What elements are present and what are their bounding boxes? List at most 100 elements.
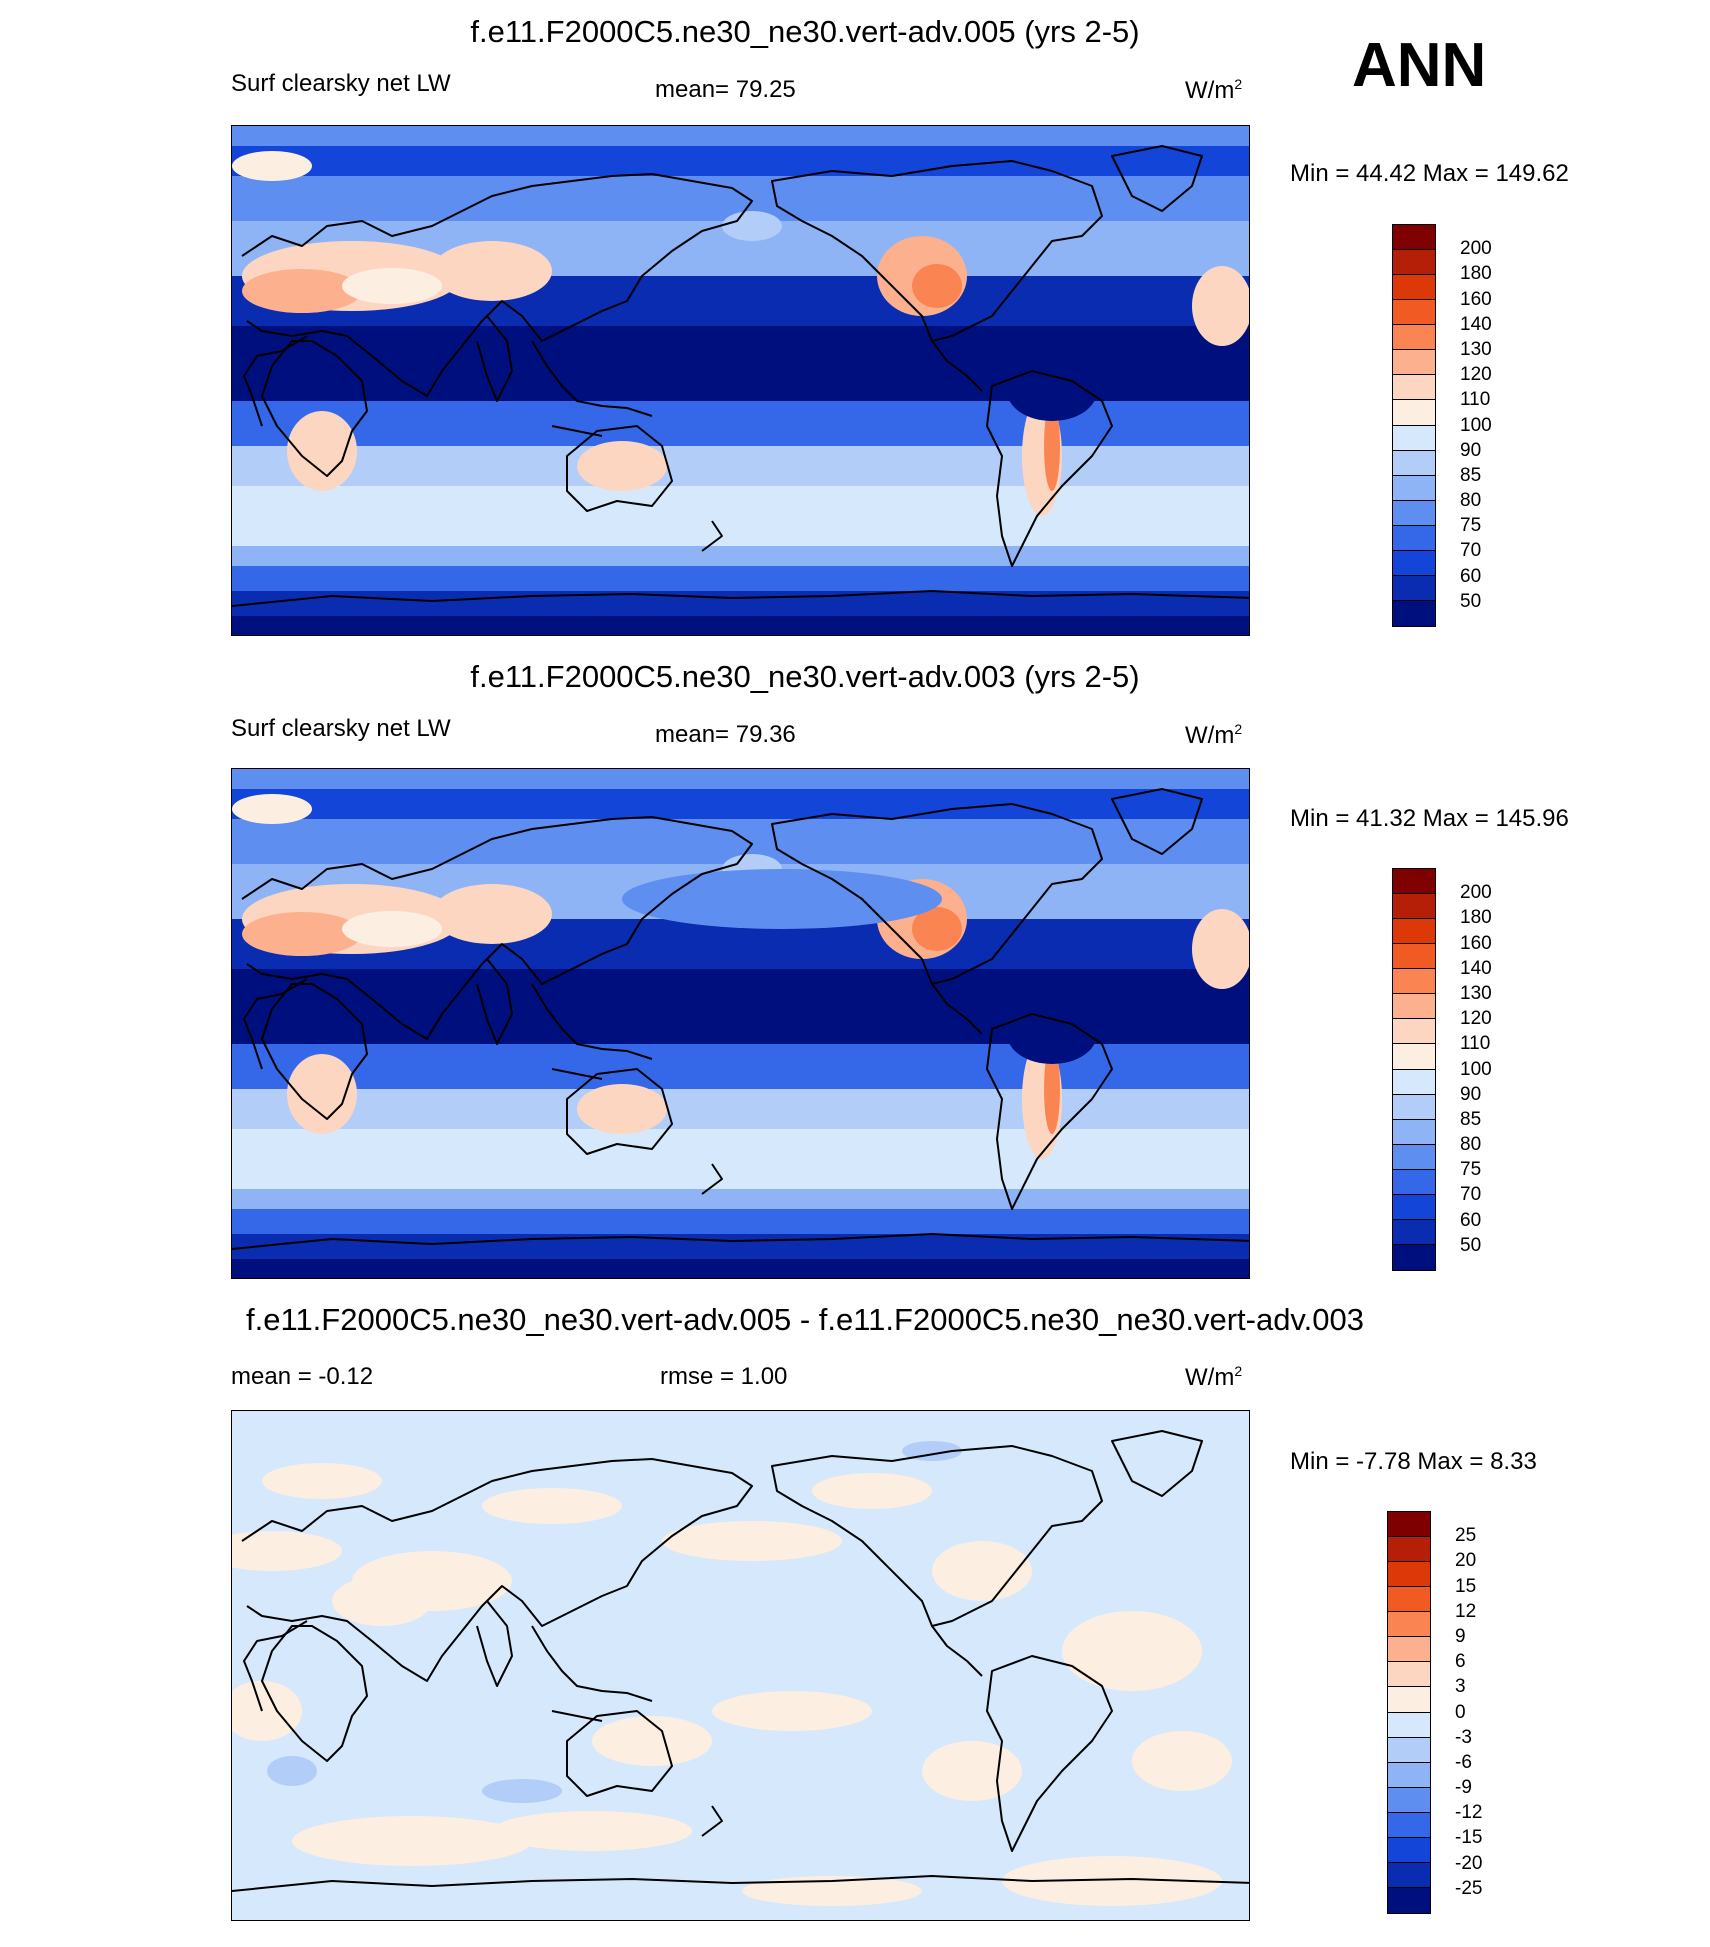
coastline: [241, 816, 753, 1040]
negative-anomaly-patch: [482, 1779, 562, 1803]
colorbar-swatch: [1393, 1244, 1435, 1270]
warm-region: [432, 241, 552, 301]
colorbar-tick-label: 200: [1460, 238, 1492, 260]
colorbar-tick-label: 130: [1460, 338, 1492, 360]
colorbar-tick-label: 0: [1455, 1701, 1466, 1723]
coastline: [771, 1445, 1103, 1627]
panel-1-title: f.e11.F2000C5.ne30_ne30.vert-adv.005 (yr…: [470, 14, 1140, 49]
positive-anomaly-patch: [292, 1816, 532, 1866]
coastlines: [232, 788, 1249, 1250]
contour-band: [232, 486, 1249, 556]
coastline: [986, 1655, 1113, 1852]
coastline: [1111, 1430, 1203, 1497]
panel-3-units: W/m2: [1185, 1363, 1243, 1391]
amazon-cold-region: [1007, 1004, 1097, 1064]
colorbar-swatch: [1388, 1812, 1430, 1838]
colorbar-tick-label: -25: [1455, 1877, 1483, 1899]
warm-region: [342, 268, 442, 304]
positive-anomaly-patch: [332, 1576, 432, 1626]
colorbar-tick-label: 100: [1460, 414, 1492, 436]
colorbar-swatch: [1388, 1662, 1430, 1688]
coastline: [232, 590, 1249, 607]
coastline: [261, 983, 368, 1120]
panel-1-minmax: Min = 44.42 Max = 149.62: [1290, 160, 1569, 187]
positive-anomaly-patch: [812, 1473, 932, 1509]
colorbar-swatch: [1393, 1169, 1435, 1195]
positive-anomaly-patch: [1132, 1731, 1232, 1791]
warm-region: [1192, 909, 1249, 989]
coastlines: [232, 1430, 1249, 1892]
colorbar-swatch: [1393, 1019, 1435, 1045]
coastline: [566, 425, 673, 512]
panel-3-map: [231, 1410, 1250, 1921]
positive-anomaly-patch: [232, 1681, 302, 1741]
warm-region: [287, 1054, 357, 1134]
negative-anomaly-patch: [267, 1756, 317, 1786]
colorbar-swatch: [1388, 1637, 1430, 1663]
warm-region: [342, 911, 442, 947]
coastline: [566, 1710, 673, 1797]
colorbar-swatch: [1388, 1562, 1430, 1588]
colorbar-swatch: [1393, 919, 1435, 945]
panel-3-title: f.e11.F2000C5.ne30_ne30.vert-adv.005 - f…: [246, 1302, 1364, 1337]
colorbar-tick-label: 200: [1460, 882, 1492, 904]
colorbar-swatch: [1393, 969, 1435, 995]
colorbar-swatch: [1388, 1512, 1430, 1538]
colorbar-swatch: [1393, 1194, 1435, 1220]
colorbar-tick-label: 70: [1460, 540, 1482, 562]
colorbar-swatch: [1388, 1737, 1430, 1763]
contour-field: [232, 769, 1249, 1278]
panel-1-colorbar: [1392, 224, 1436, 627]
colorbar-tick-label: 50: [1460, 1234, 1482, 1256]
colorbar-tick-label: 12: [1455, 1600, 1477, 1622]
colorbar-swatch: [1393, 1144, 1435, 1170]
colorbar-tick-label: 50: [1460, 590, 1482, 612]
coastline: [261, 1625, 368, 1762]
colorbar-tick-label: 85: [1460, 464, 1482, 486]
coastline: [566, 1068, 673, 1155]
coastline: [771, 803, 1103, 985]
panel-1-units: W/m2: [1185, 76, 1243, 104]
positive-anomaly-patch: [1002, 1856, 1222, 1906]
coastlines: [232, 145, 1249, 607]
warm-region: [232, 151, 312, 181]
coastline: [701, 1805, 723, 1837]
colorbar-tick-label: 6: [1455, 1651, 1466, 1673]
colorbar-tick-label: 100: [1460, 1058, 1492, 1080]
coastline: [243, 1620, 308, 1712]
colorbar-tick-label: 130: [1460, 982, 1492, 1004]
colorbar-swatch: [1393, 400, 1435, 426]
colorbar-tick-label: 3: [1455, 1676, 1466, 1698]
colorbar-tick-label: 90: [1460, 1083, 1482, 1105]
coastline: [701, 520, 723, 552]
contour-band: [232, 146, 1249, 176]
warm-region: [912, 264, 962, 308]
coastline: [531, 340, 653, 417]
warm-region: [1044, 1044, 1060, 1134]
colorbar-swatch: [1393, 944, 1435, 970]
colorbar-swatch: [1393, 350, 1435, 376]
warm-region: [432, 884, 552, 944]
coastline: [476, 958, 513, 1045]
colorbar-swatch: [1393, 600, 1435, 626]
colorbar-tick-label: -9: [1455, 1777, 1472, 1799]
warm-region: [1044, 401, 1060, 491]
positive-anomaly-patch: [922, 1741, 1022, 1801]
coastline: [243, 335, 308, 427]
colorbar-tick-label: 120: [1460, 364, 1492, 386]
colorbar-tick-label: 60: [1460, 565, 1482, 587]
contour-band: [232, 1259, 1249, 1278]
colorbar-swatch: [1393, 300, 1435, 326]
panel-2-variable-label: Surf clearsky net LW: [231, 715, 451, 742]
warm-region: [912, 907, 962, 951]
coastline: [476, 1600, 513, 1687]
warm-region: [232, 794, 312, 824]
contour-band: [232, 126, 1249, 146]
contour-band: [232, 1129, 1249, 1199]
colorbar-swatch: [1388, 1587, 1430, 1613]
panel-1-mean-label: mean= 79.25: [655, 76, 796, 103]
panel-3-mean-label: mean = -0.12: [231, 1363, 374, 1390]
panel-3-minmax: Min = -7.78 Max = 8.33: [1290, 1448, 1537, 1475]
coastline: [1111, 788, 1203, 855]
warm-region: [1192, 266, 1249, 346]
